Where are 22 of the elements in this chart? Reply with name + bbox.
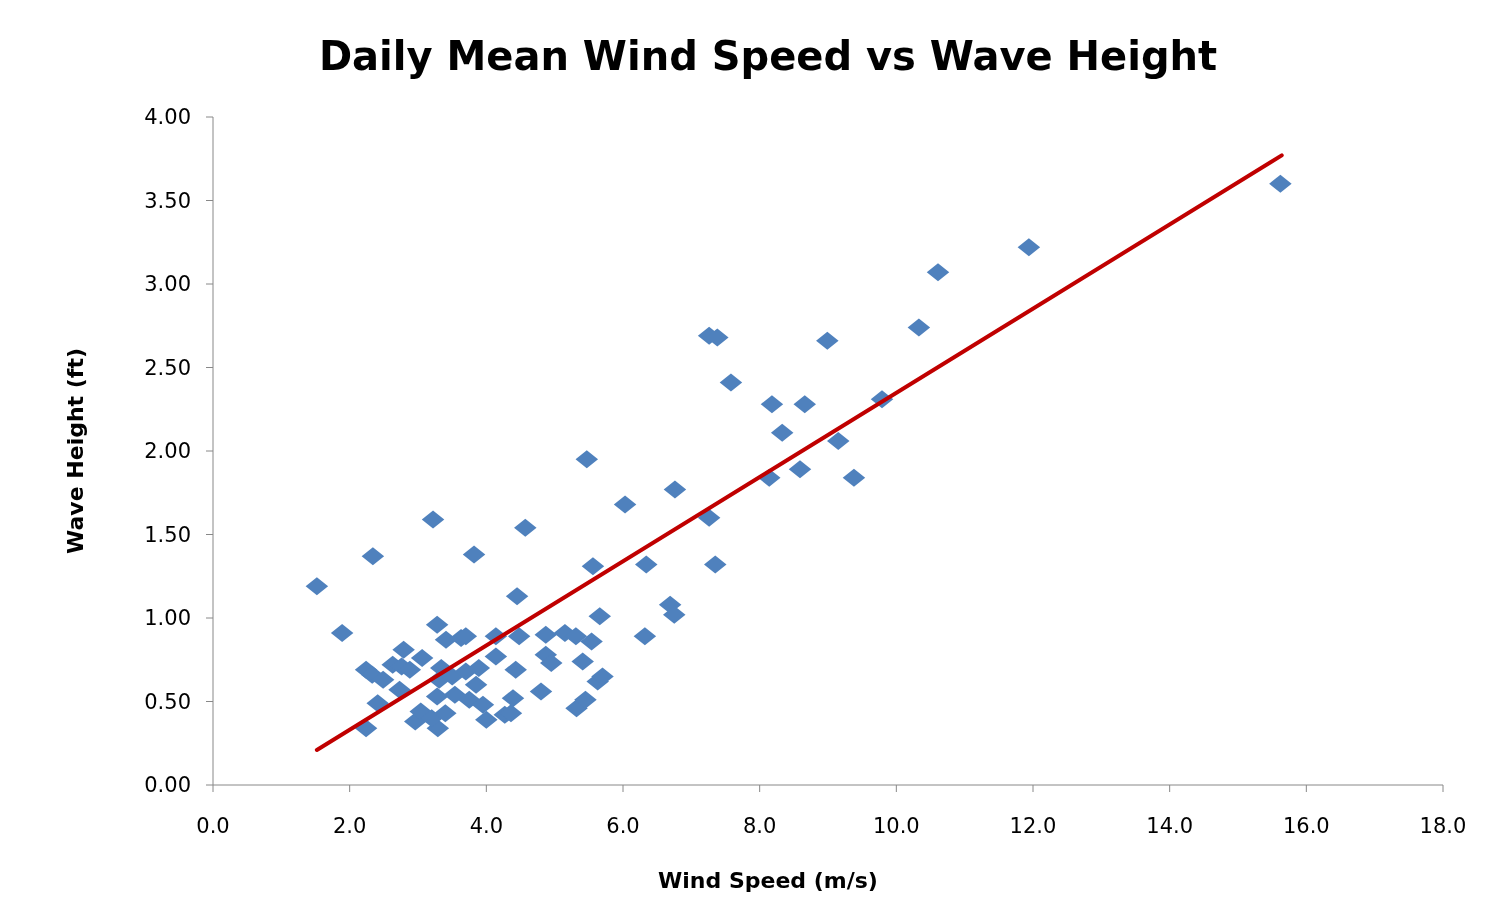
x-tick-label: 2.0 [332, 814, 367, 838]
y-tick-label: 1.50 [144, 522, 191, 547]
x-tick-label: 8.0 [742, 814, 777, 838]
chart-title: Daily Mean Wind Speed vs Wave Height [318, 33, 1218, 79]
x-tick-label: 16.0 [1282, 814, 1330, 838]
x-tick-label: 10.0 [872, 814, 920, 838]
y-tick-label: 0.00 [144, 773, 191, 798]
y-axis-title: Wave Height (ft) [63, 348, 88, 554]
x-tick-label: 18.0 [1419, 814, 1467, 838]
x-tick-label: 0.0 [196, 814, 230, 838]
y-tick-label: 0.50 [144, 689, 191, 714]
x-axis-title: Wind Speed (m/s) [658, 868, 878, 893]
x-tick-label: 4.0 [469, 814, 504, 838]
y-tick-label: 2.00 [144, 439, 191, 464]
y-tick-label: 3.50 [144, 188, 191, 213]
y-tick-label: 2.50 [144, 355, 191, 380]
y-tick-label: 3.00 [144, 272, 191, 297]
x-tick-label: 14.0 [1146, 814, 1194, 838]
x-tick-label: 6.0 [606, 814, 640, 838]
x-tick-label: 12.0 [1009, 814, 1057, 838]
y-tick-label: 1.00 [144, 606, 191, 631]
y-tick-label: 4.00 [144, 105, 191, 130]
